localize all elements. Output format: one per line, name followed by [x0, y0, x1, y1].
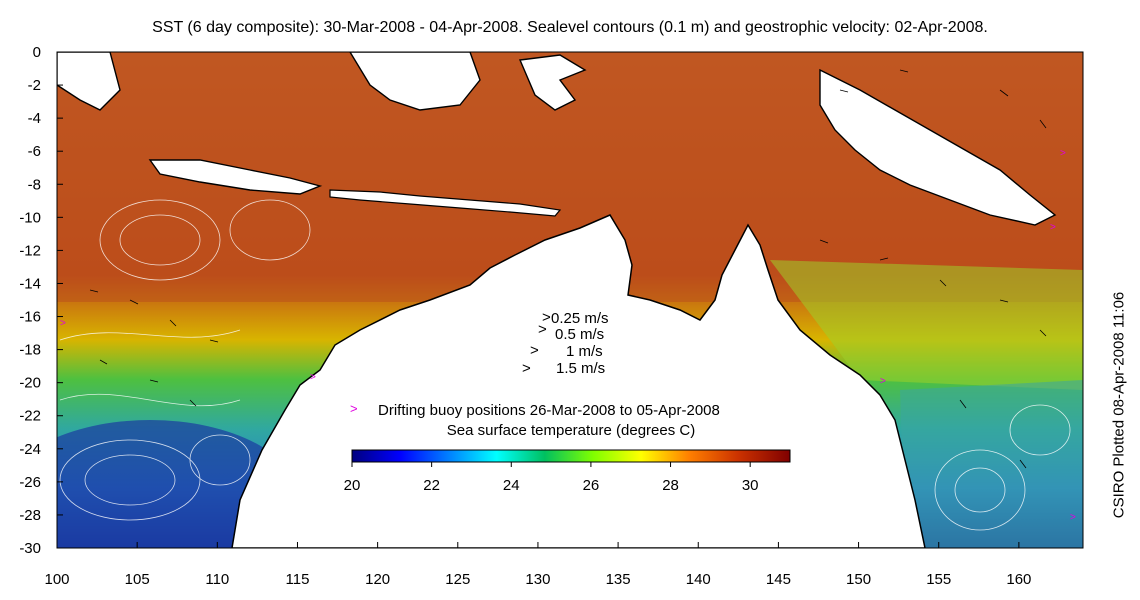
x-tick-label: 155 — [926, 571, 951, 588]
java-land — [148, 159, 323, 195]
svg-text:>: > — [1060, 148, 1066, 159]
velocity-key-arrow-3: > — [530, 342, 539, 359]
buoy-markers: > > > > > > — [60, 148, 1076, 523]
y-tick-label: -18 — [19, 342, 41, 359]
svg-text:>: > — [60, 318, 66, 329]
y-tick-label: 0 — [33, 44, 41, 61]
colorbar-title: Sea surface temperature (degrees C) — [447, 422, 695, 439]
colorbar-tick-label: 20 — [344, 477, 361, 494]
svg-text:>: > — [1070, 512, 1076, 523]
svg-text:>: > — [310, 372, 316, 383]
buoy-legend-marker: > — [350, 401, 358, 416]
y-tick-label: -12 — [19, 242, 41, 259]
y-tick-label: -30 — [19, 540, 41, 557]
velocity-key-label-4: 1.5 m/s — [556, 360, 605, 377]
x-tick-label: 105 — [125, 571, 150, 588]
velocity-key-label-1: 0.25 m/s — [551, 310, 609, 327]
x-tick-label: 110 — [205, 571, 229, 588]
colorbar-ticks: 20 22 24 26 28 30 — [344, 462, 759, 494]
y-tick-label: -14 — [19, 275, 41, 292]
x-tick-label: 125 — [445, 571, 470, 588]
svg-text:>: > — [880, 376, 886, 387]
velocity-vectors — [89, 69, 1047, 469]
velocity-key-label-3: 1 m/s — [566, 343, 603, 360]
y-tick-label: -16 — [19, 309, 41, 326]
buoy-legend-text: Drifting buoy positions 26-Mar-2008 to 0… — [378, 402, 720, 419]
y-tick-label: -26 — [19, 474, 41, 491]
sulawesi-land — [518, 54, 587, 111]
y-tick-label: -6 — [28, 143, 41, 160]
y-tick-label: -2 — [28, 77, 41, 94]
y-tick-label: -22 — [19, 408, 41, 425]
x-tick-label: 160 — [1006, 571, 1031, 588]
plot-frame — [56, 51, 1084, 549]
y-tick-label: -4 — [28, 110, 41, 127]
velocity-key-arrow-1: > — [542, 309, 551, 326]
x-tick-label: 140 — [686, 571, 711, 588]
x-tick-label: 120 — [365, 571, 390, 588]
y-tick-label: -8 — [28, 176, 41, 193]
sealevel-contours — [59, 199, 1071, 531]
velocity-key-arrow-2: > — [538, 321, 547, 338]
x-tick-label: 145 — [766, 571, 791, 588]
velocity-key: > 0.25 m/s > 0.5 m/s > 1 m/s > 1.5 m/s — [522, 309, 609, 377]
colorbar-tick-label: 22 — [423, 477, 440, 494]
x-tick-label: 115 — [286, 571, 310, 588]
tasman-cool-band — [900, 380, 1083, 548]
map-layer: > > > > > > — [57, 52, 1083, 548]
y-tick-label: -20 — [19, 375, 41, 392]
australia-land — [231, 214, 926, 548]
x-tick-label: 135 — [606, 571, 631, 588]
coral-sea-band — [770, 260, 1083, 390]
y-axis: 0 -2 -4 -6 -8 -10 -12 -14 -16 -18 -20 -22 -24 -26 -28 -… — [19, 44, 63, 557]
y-tick-label: -28 — [19, 507, 41, 524]
new-guinea-land — [819, 68, 1057, 226]
map-title: SST (6 day composite): 30-Mar-2008 - 04-… — [152, 19, 988, 36]
y-tick-label: -24 — [19, 441, 41, 458]
x-tick-label: 130 — [525, 571, 550, 588]
colorbar-tick-label: 24 — [503, 477, 520, 494]
colorbar-tick-label: 26 — [583, 477, 600, 494]
svg-text:>: > — [1050, 222, 1056, 233]
velocity-key-arrow-4: > — [522, 360, 531, 377]
colorbar-tick-label: 30 — [742, 477, 759, 494]
borneo-land — [349, 52, 481, 111]
colorbar-tick-label: 28 — [662, 477, 679, 494]
velocity-key-label-2: 0.5 m/s — [555, 326, 604, 343]
x-tick-label: 100 — [44, 571, 69, 588]
lesser-sunda-islands — [329, 189, 562, 217]
colorbar — [351, 449, 791, 463]
y-tick-label: -10 — [19, 209, 41, 226]
x-tick-label: 150 — [846, 571, 871, 588]
x-axis: 100 105 110 115 120 125 130 135 140 145 150 155 160 — [44, 542, 1031, 588]
sumatra-land — [57, 52, 121, 111]
